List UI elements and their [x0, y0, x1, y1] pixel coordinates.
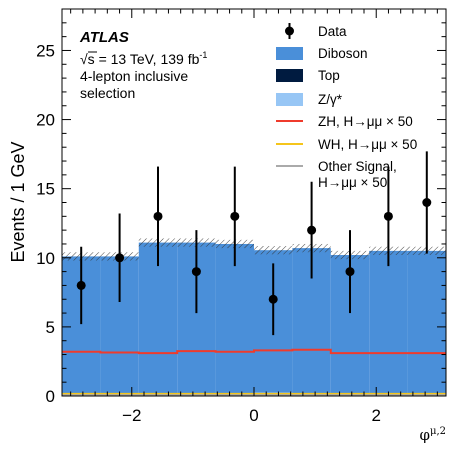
selection-line-1: 4-lepton inclusive — [80, 68, 188, 84]
energy-text: √s = 13 TeV, 139 fb — [80, 51, 200, 67]
legend-label: Top — [318, 68, 340, 83]
data-point — [76, 280, 86, 290]
legend: Data Diboson Top Z/γ* ZH, H→μμ × 50 WH, H→μμ … — [276, 23, 417, 190]
stack-bar-diboson — [138, 242, 178, 394]
data-point — [115, 253, 125, 263]
y-tick-label: 25 — [36, 41, 55, 60]
stack-bar-diboson — [215, 243, 254, 395]
y-tick-label: 0 — [46, 387, 55, 406]
lumi-exponent: -1 — [199, 50, 207, 60]
legend-marker — [285, 26, 294, 36]
legend-top-entry: Top — [276, 68, 340, 83]
legend-z-entry: Z/γ* — [276, 92, 343, 107]
y-tick-labels: 0 5 10 15 20 25 — [36, 41, 55, 406]
data-point — [153, 211, 163, 221]
axis-ticks — [62, 8, 446, 397]
data-point — [268, 294, 278, 304]
x-tick-labels: −2 0 2 — [122, 406, 381, 425]
stack-bar-diboson — [369, 250, 408, 395]
legend-label: Z/γ* — [318, 92, 343, 107]
legend-diboson-entry: Diboson — [276, 46, 368, 61]
data-points — [76, 151, 432, 336]
data-point — [191, 267, 201, 277]
legend-label: WH, H→μμ × 50 — [318, 137, 417, 152]
data-point — [345, 267, 355, 277]
uncertainty-hatch — [254, 246, 293, 255]
y-tick-label: 15 — [36, 180, 55, 199]
y-tick-label: 5 — [46, 318, 55, 337]
data-point — [307, 225, 317, 235]
data-point — [230, 211, 240, 221]
stack-bar-z- — [254, 392, 293, 394]
stack-bar-diboson — [407, 250, 446, 395]
data-point — [383, 211, 393, 221]
signal-line-zh — [62, 348, 446, 355]
y-tick-label: 10 — [36, 249, 55, 268]
atlas-annotation: ATLAS √s = 13 TeV, 139 fb-1 4-lepton inc… — [79, 29, 207, 101]
y-tick-label: 20 — [36, 111, 55, 130]
selection-line-2: selection — [80, 85, 135, 101]
x-tick-label: 2 — [371, 406, 380, 425]
legend-swatch — [276, 69, 303, 82]
atlas-label: ATLAS — [79, 29, 129, 46]
legend-other-signal-entry: Other Signal,H→μμ × 50 — [276, 159, 397, 190]
legend-wh-h-50-entry: WH, H→μμ × 50 — [276, 137, 417, 152]
legend-label: ZH, H→μμ × 50 — [318, 114, 413, 129]
legend-label: Diboson — [318, 46, 368, 61]
x-tick-label: 0 — [249, 406, 258, 425]
data-point — [422, 198, 432, 207]
legend-zh-h-50-entry: ZH, H→μμ × 50 — [276, 114, 413, 129]
legend-label-line2: H→μμ × 50 — [318, 175, 387, 190]
x-axis-label: φμ,2 — [419, 426, 446, 444]
legend-data-entry: Data — [285, 23, 347, 39]
y-axis-label: Events / 1 GeV — [8, 141, 28, 262]
x-tick-label: −2 — [122, 406, 141, 425]
legend-swatch — [276, 47, 303, 60]
energy-lumi-label: √s = 13 TeV, 139 fb-1 — [80, 50, 207, 67]
legend-label: Data — [318, 24, 347, 39]
legend-label: Other Signal, — [318, 159, 397, 174]
legend-swatch — [276, 93, 303, 106]
